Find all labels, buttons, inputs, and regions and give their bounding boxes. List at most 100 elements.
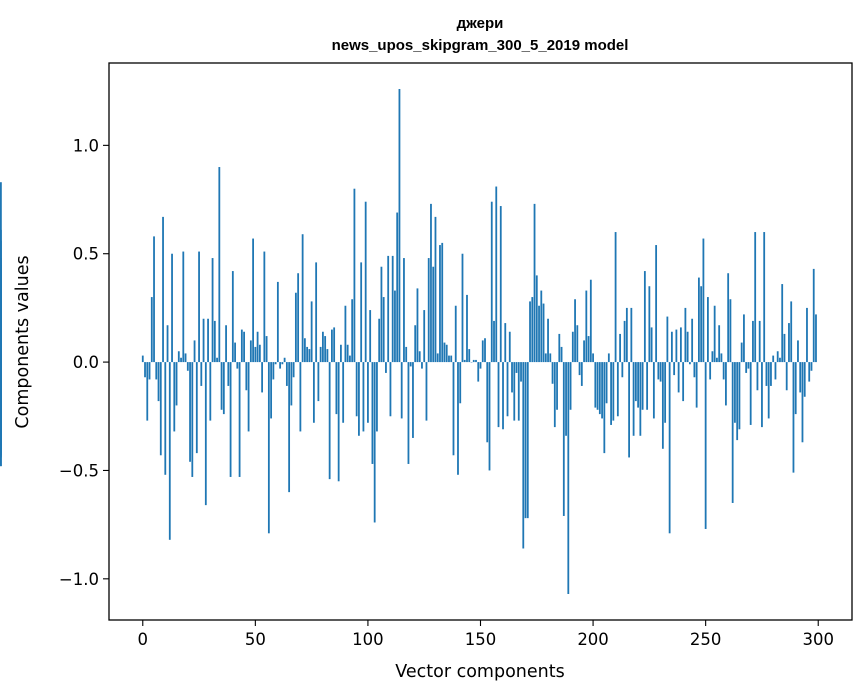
- bar-90: [344, 305, 347, 363]
- bar-21: [189, 362, 191, 462]
- bar-147: [472, 359, 475, 363]
- bar-10: [164, 362, 167, 475]
- bar-214: [623, 320, 626, 363]
- bar-150: [479, 362, 482, 369]
- bar-36: [222, 362, 225, 415]
- bar-255: [716, 357, 718, 363]
- bar-292: [799, 362, 802, 393]
- y-tick-label: 0.5: [73, 245, 99, 264]
- bar-213: [621, 362, 624, 378]
- bar-261: [729, 299, 732, 363]
- bar-95: [355, 362, 358, 417]
- bar-61: [279, 362, 282, 369]
- bar-243: [688, 362, 691, 365]
- bar-119: [409, 362, 412, 367]
- bar-163: [508, 331, 511, 363]
- bar-35: [220, 362, 223, 410]
- bar-206: [605, 362, 608, 404]
- bar-92: [349, 355, 351, 363]
- bar-105: [378, 318, 381, 363]
- bar-144: [466, 294, 468, 363]
- bar-211: [616, 362, 619, 417]
- bar-106: [380, 266, 383, 363]
- bar-14: [173, 362, 176, 432]
- bar-86: [335, 362, 338, 415]
- bar-218: [632, 362, 635, 436]
- bar-190: [569, 362, 572, 410]
- bar-269: [747, 362, 750, 369]
- bar-229: [657, 362, 660, 380]
- bar-139: [454, 305, 457, 363]
- bar-54: [263, 251, 266, 363]
- bar-283: [779, 357, 781, 363]
- bar-7: [157, 362, 160, 402]
- bar-223: [643, 271, 646, 363]
- bar-226: [650, 327, 653, 363]
- bar-undefined: [0, 292, 2, 363]
- bar-115: [400, 362, 403, 419]
- bar-280: [772, 355, 775, 363]
- bar-155: [490, 201, 493, 363]
- bar-53: [261, 362, 264, 393]
- bar-193: [576, 325, 579, 363]
- bar-108: [385, 362, 387, 373]
- bar-138: [452, 362, 455, 456]
- bar-47: [247, 362, 250, 432]
- bar-208: [610, 362, 612, 425]
- bar-2: [146, 362, 149, 421]
- bar-224: [646, 362, 649, 410]
- bar-166: [515, 362, 518, 373]
- bar-88: [340, 344, 342, 363]
- bar-111: [391, 255, 394, 363]
- bar-141: [459, 362, 462, 404]
- bar-188: [565, 362, 567, 436]
- bar-245: [693, 362, 696, 378]
- bar-183: [553, 362, 556, 428]
- x-axis: 0 50 100 150 200 250 300: [138, 620, 834, 649]
- bar-179: [544, 353, 547, 363]
- bar-178: [542, 303, 545, 363]
- bar-107: [382, 297, 385, 363]
- bar-63: [283, 357, 286, 363]
- bar-127: [427, 258, 430, 363]
- bar-160: [502, 362, 504, 430]
- bar-285: [783, 333, 786, 363]
- bar-91: [346, 344, 349, 363]
- bar-12: [168, 362, 171, 540]
- bar-81: [324, 336, 327, 363]
- bar-93: [351, 299, 354, 363]
- bar-234: [668, 362, 671, 534]
- bar-3: [148, 362, 151, 380]
- bar-29: [207, 318, 209, 363]
- bar-44: [240, 329, 243, 363]
- bar-87: [337, 362, 340, 482]
- bar-89: [342, 362, 345, 423]
- bar-65: [288, 362, 291, 493]
- bar-23: [193, 340, 196, 363]
- x-tick-label: 200: [577, 630, 609, 649]
- bar-195: [580, 362, 583, 386]
- bar-174: [533, 203, 536, 363]
- bar-103: [373, 362, 376, 523]
- bar-244: [691, 318, 694, 363]
- bar-231: [661, 362, 664, 449]
- bar-9: [162, 216, 164, 363]
- bar-281: [774, 362, 777, 380]
- bar-37: [225, 325, 227, 363]
- bar-149: [477, 362, 480, 382]
- bar-128: [430, 203, 432, 363]
- bar-34: [218, 167, 221, 363]
- bar-94: [353, 188, 356, 363]
- bar-157: [495, 186, 498, 363]
- bar-8: [159, 362, 162, 456]
- y-tick-label: 1.0: [73, 136, 99, 155]
- bar-undefined: [0, 362, 2, 445]
- chart-subtitle: news_upos_skipgram_300_5_2019 model: [332, 37, 629, 54]
- bar-97: [360, 262, 363, 363]
- bar-57: [270, 362, 273, 419]
- bar-253: [711, 351, 714, 363]
- bar-1: [144, 362, 146, 378]
- bar-252: [709, 362, 712, 380]
- bar-undefined: [0, 362, 2, 365]
